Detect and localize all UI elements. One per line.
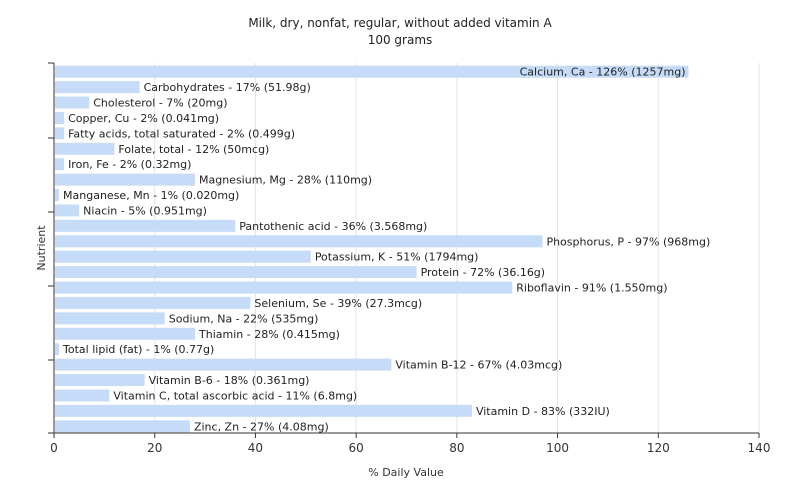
bar-label: Protein - 72% (36.16g): [421, 266, 546, 279]
bar-label: Riboflavin - 91% (1.550mg): [516, 282, 667, 295]
bar-label: Iron, Fe - 2% (0.32mg): [68, 158, 191, 171]
bar: [55, 219, 236, 232]
bar: [55, 420, 190, 433]
x-tick-label: 60: [349, 441, 364, 455]
x-tick-label: 100: [546, 441, 569, 455]
x-tick-label: 80: [449, 441, 464, 455]
bar: [55, 343, 60, 356]
x-tick-label: 20: [147, 441, 162, 455]
bar: [55, 296, 251, 309]
bar: [55, 389, 110, 402]
bar: [55, 96, 90, 109]
bar: [55, 65, 689, 78]
bar-label: Pantothenic acid - 36% (3.568mg): [239, 220, 427, 233]
x-tick-label: 120: [647, 441, 670, 455]
bar-label: Vitamin D - 83% (332IU): [476, 405, 610, 418]
bar-label: Vitamin C, total ascorbic acid - 11% (6.…: [113, 389, 357, 402]
bar-label: Vitamin B-12 - 67% (4.03mcg): [395, 359, 562, 372]
chart-subtitle: 100 grams: [367, 33, 433, 47]
bar: [55, 81, 140, 94]
bar-label: Cholesterol - 7% (20mg): [93, 97, 227, 110]
bar: [55, 204, 80, 217]
bar-label: Sodium, Na - 22% (535mg): [169, 312, 319, 325]
x-tick-label: 140: [748, 441, 771, 455]
bar-label: Calcium, Ca - 126% (1257mg): [520, 66, 686, 79]
bar-label: Folate, total - 12% (50mcg): [118, 143, 269, 156]
bar-label: Vitamin B-6 - 18% (0.361mg): [149, 374, 310, 387]
bar-label: Phosphorus, P - 97% (968mg): [546, 235, 710, 248]
bar: [55, 374, 145, 387]
bar-label: Carbohydrates - 17% (51.98g): [144, 81, 311, 94]
x-tick-label: 0: [50, 441, 58, 455]
bars: Calcium, Ca - 126% (1257mg) Carbohydrates…: [55, 65, 710, 433]
bar: [55, 158, 65, 171]
bar: [55, 142, 115, 155]
bar: [55, 250, 311, 263]
bar: [55, 189, 60, 202]
bar: [55, 266, 417, 279]
axes: 0 20 40 60 80 100 120 140: [48, 62, 771, 455]
bar-label: Selenium, Se - 39% (27.3mcg): [254, 297, 422, 310]
gridlines: [154, 63, 760, 433]
x-axis-title: % Daily Value: [368, 466, 444, 479]
bar: [55, 358, 392, 371]
bar-label: Fatty acids, total saturated - 2% (0.499…: [68, 127, 295, 140]
bar: [55, 281, 513, 294]
chart-title: Milk, dry, nonfat, regular, without adde…: [248, 16, 552, 30]
bar-label: Niacin - 5% (0.951mg): [83, 204, 207, 217]
y-axis-title: Nutrient: [35, 225, 48, 271]
bar: [55, 127, 65, 140]
bar: [55, 312, 165, 325]
bar-label: Thiamin - 28% (0.415mg): [198, 328, 340, 341]
bar-label: Manganese, Mn - 1% (0.020mg): [63, 189, 239, 202]
bar-label: Zinc, Zn - 27% (4.08mg): [194, 420, 329, 433]
bar-label: Total lipid (fat) - 1% (0.77g): [62, 343, 214, 356]
bar: [55, 111, 65, 124]
bar: [55, 173, 195, 186]
bar-label: Magnesium, Mg - 28% (110mg): [199, 174, 372, 187]
bar: [55, 235, 543, 248]
bar: [55, 404, 472, 417]
bar-label: Copper, Cu - 2% (0.041mg): [68, 112, 219, 125]
bar-label: Potassium, K - 51% (1794mg): [315, 251, 479, 264]
bar: [55, 327, 195, 340]
x-tick-label: 40: [248, 441, 263, 455]
